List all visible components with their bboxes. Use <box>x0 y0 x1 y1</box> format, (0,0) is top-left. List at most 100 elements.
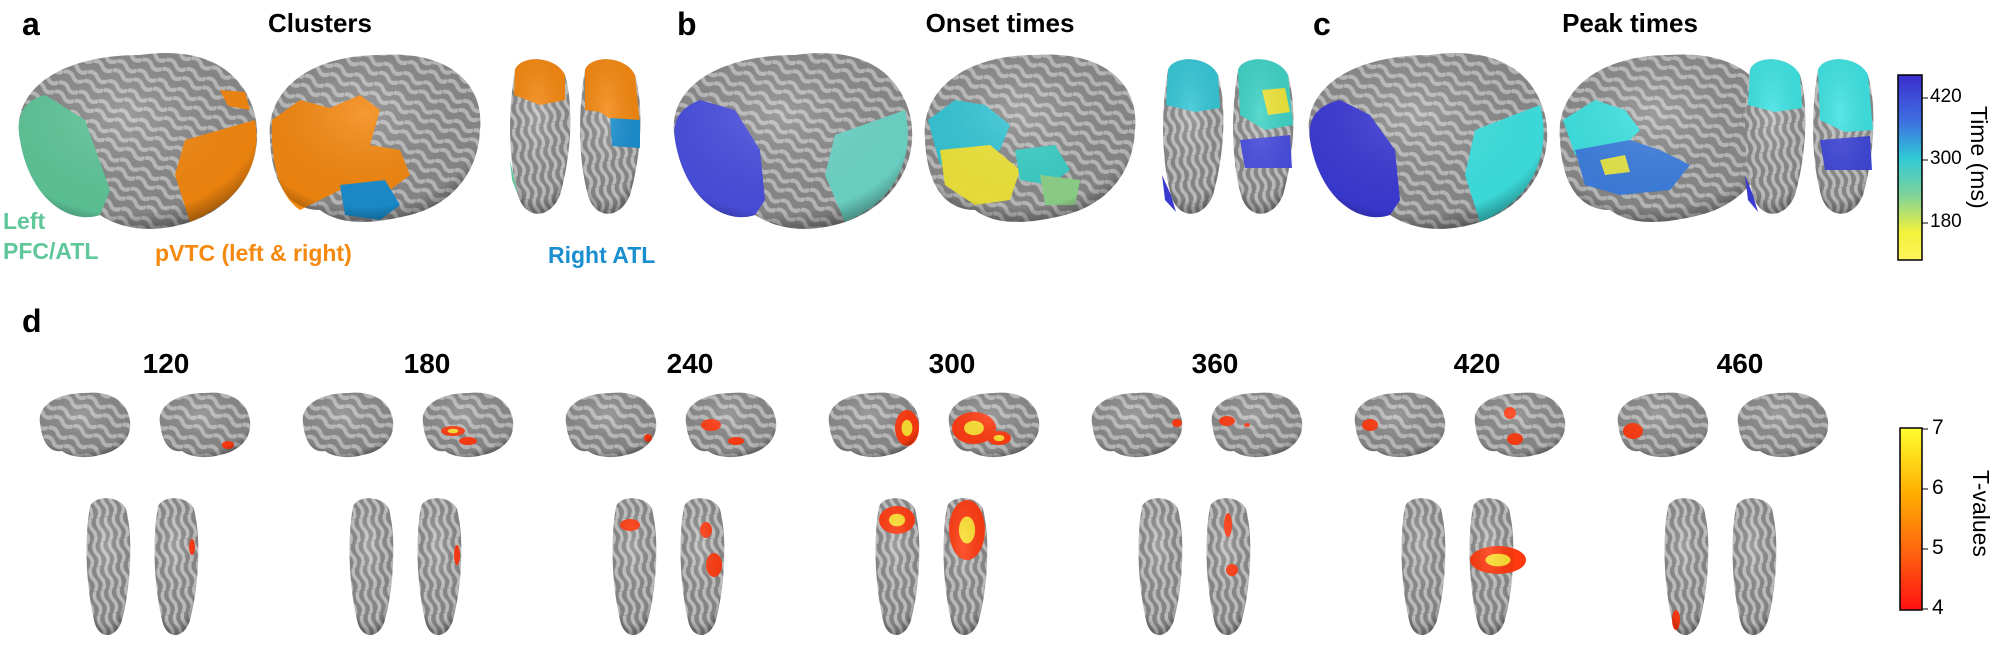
ventral-left-brain-c <box>1745 59 1806 214</box>
time-window-title-360: 360 <box>1191 348 1239 379</box>
ventral-right-small-brain <box>1469 498 1526 635</box>
brain-shading <box>154 498 199 635</box>
right-lateral-brain-b <box>924 54 1136 222</box>
tvalue-colorbar <box>1899 427 1928 611</box>
ventral-left-brain-b <box>1162 59 1224 214</box>
time-tick-180: 180 <box>1930 211 1962 232</box>
time-window-title-460: 460 <box>1716 348 1764 379</box>
ventral-right-small-brain <box>1206 498 1251 635</box>
brain-set-0 <box>39 392 251 635</box>
brain-shading <box>1617 392 1709 458</box>
right-lateral-brain-c <box>1559 54 1771 222</box>
time-window-title-180: 180 <box>403 348 451 379</box>
left-lateral-small-brain <box>1091 392 1183 458</box>
right-lateral-small-brain <box>1211 392 1303 458</box>
left-lateral-small-brain <box>39 392 131 458</box>
right-lateral-small-brain <box>1737 392 1829 458</box>
brain-set-1 <box>302 392 514 635</box>
right-lateral-small-brain <box>948 392 1040 458</box>
brain-set-6 <box>1617 392 1829 635</box>
right-lateral-small-brain <box>159 392 251 458</box>
panel-letter-d: d <box>22 303 42 339</box>
left-lateral-small-brain <box>565 392 657 458</box>
time-colorbar-title: Time (ms) <box>1966 106 1992 209</box>
ventral-left-small-brain <box>349 498 394 635</box>
ventral-left-brain-a <box>510 59 571 214</box>
time-tick-300: 300 <box>1930 148 1962 169</box>
brain-shading <box>1737 392 1829 458</box>
brain-shading <box>417 498 462 635</box>
ventral-right-brain-a <box>580 59 641 214</box>
ventral-right-small-brain <box>1732 498 1777 635</box>
brain-shading <box>1664 498 1709 635</box>
panel-b-brains <box>673 53 1294 229</box>
brain-shading <box>875 498 920 635</box>
left-lateral-small-brain <box>1354 392 1446 458</box>
brain-shading <box>1474 392 1566 458</box>
right-lateral-small-brain <box>1474 392 1566 458</box>
ventral-left-small-brain <box>875 498 920 635</box>
brain-shading <box>565 392 657 458</box>
ventral-left-small-brain <box>86 498 131 635</box>
panel-letter-c: c <box>1313 6 1331 42</box>
brain-shading <box>948 392 1040 458</box>
cluster-label-pvtc: pVTC (left & right) <box>155 240 352 266</box>
right-lateral-small-brain <box>422 392 514 458</box>
time-window-title-420: 420 <box>1453 348 1501 379</box>
panel-title-onset-times: Onset times <box>925 8 1075 38</box>
ventral-right-brain-b <box>1233 59 1294 214</box>
cluster-label-right-atl: Right ATL <box>548 242 656 268</box>
panel-c-brains <box>1308 53 1874 229</box>
right-lateral-small-brain <box>685 392 777 458</box>
ventral-left-small-brain <box>612 498 657 635</box>
brain-shading <box>1091 392 1183 458</box>
ventral-left-small-brain <box>1664 498 1709 635</box>
time-window-title-300: 300 <box>928 348 976 379</box>
brain-shading <box>685 392 777 458</box>
cluster-label-left-line2: PFC/ATL <box>3 238 99 264</box>
tvalue-colorbar-title: T-values <box>1968 470 1994 557</box>
brain-shading <box>1206 498 1251 635</box>
brain-shading <box>1732 498 1777 635</box>
right-lateral-brain-a <box>269 54 481 222</box>
ventral-right-brain-c <box>1813 59 1874 214</box>
brain-shading <box>1211 392 1303 458</box>
ventral-left-small-brain <box>1138 498 1183 635</box>
left-lateral-brain-c <box>1308 53 1548 229</box>
brain-shading <box>159 392 251 458</box>
brain-shading <box>1354 392 1446 458</box>
time-colorbar <box>1897 74 1928 261</box>
cluster-label-left-pfc-atl: Left PFC/ATL <box>3 206 98 266</box>
tvalue-tick-4: 4 <box>1932 596 1944 619</box>
brain-shading <box>612 498 657 635</box>
ventral-right-small-brain <box>943 498 988 635</box>
tvalue-tick-6: 6 <box>1932 476 1944 499</box>
brain-shading <box>86 498 131 635</box>
brain-shading <box>1138 498 1183 635</box>
left-lateral-small-brain <box>302 392 394 458</box>
left-lateral-small-brain <box>828 392 920 458</box>
tvalue-tick-5: 5 <box>1932 536 1944 559</box>
time-window-title-240: 240 <box>666 348 714 379</box>
brain-set-5 <box>1354 392 1566 635</box>
brain-set-2 <box>565 392 777 635</box>
brain-shading <box>828 392 920 458</box>
brain-shading <box>1401 498 1446 635</box>
left-lateral-brain-b <box>673 53 913 229</box>
brain-shading <box>349 498 394 635</box>
brain-shading <box>302 392 394 458</box>
panel-letter-b: b <box>677 6 697 42</box>
time-window-title-120: 120 <box>142 348 190 379</box>
tvalue-tick-7: 7 <box>1932 416 1944 439</box>
panel-title-peak-times: Peak times <box>1562 8 1698 38</box>
panel-title-clusters: Clusters <box>267 8 373 38</box>
ventral-left-small-brain <box>1401 498 1446 635</box>
brain-set-3 <box>828 392 1040 635</box>
panel-a-brains <box>18 53 641 229</box>
panel-letter-a: a <box>22 6 40 42</box>
ventral-right-small-brain <box>417 498 462 635</box>
brain-shading <box>422 392 514 458</box>
left-lateral-brain-a <box>18 53 258 229</box>
brain-set-4 <box>1091 392 1303 635</box>
ventral-right-small-brain <box>154 498 199 635</box>
